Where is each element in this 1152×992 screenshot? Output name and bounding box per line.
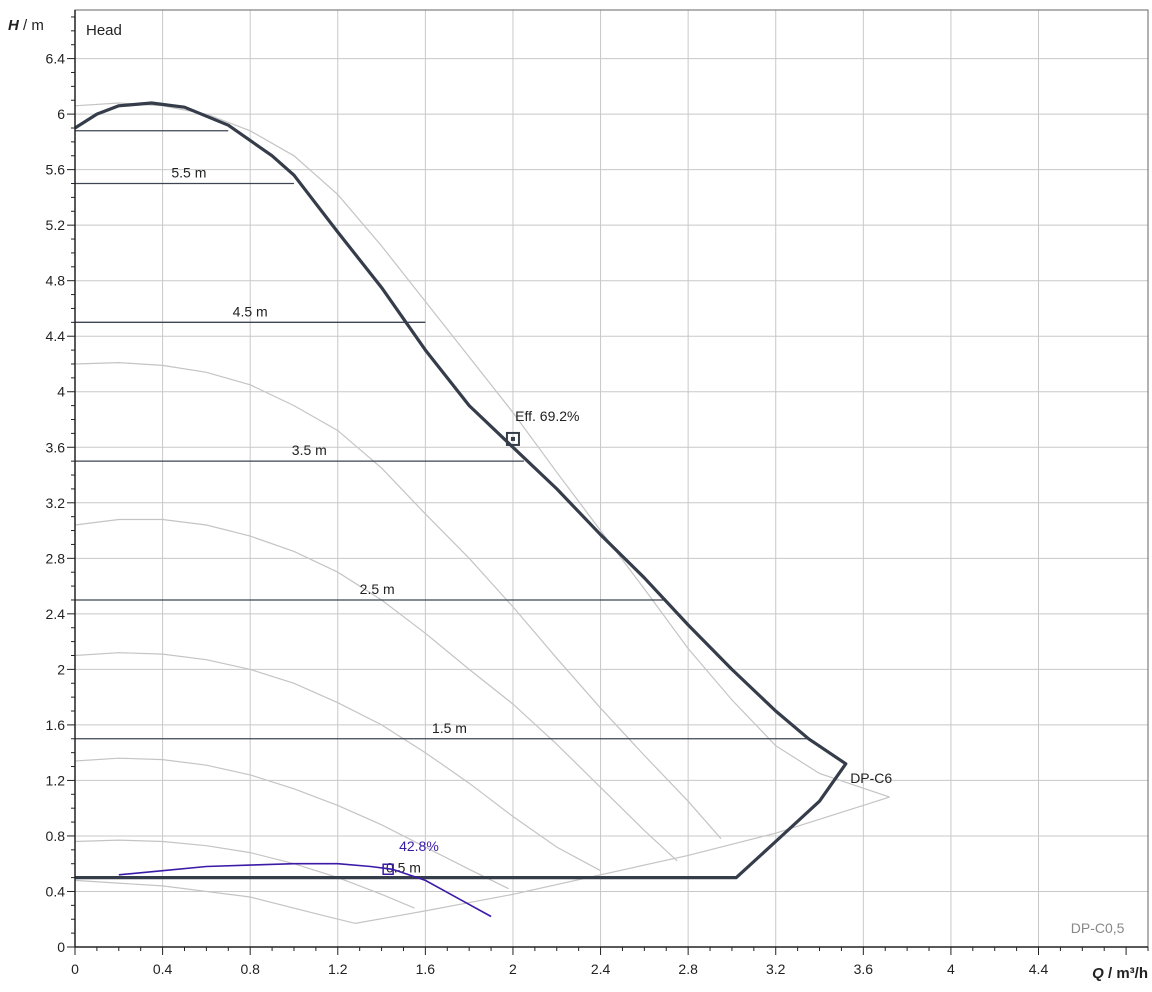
speed-curve bbox=[74, 757, 509, 890]
y-tick-label: 4.4 bbox=[46, 328, 66, 344]
low-head-label: 0.5 m bbox=[386, 860, 421, 876]
series-watermark: DP-C0,5 bbox=[1071, 920, 1125, 936]
x-axis-unit: / m³/h bbox=[1104, 965, 1148, 982]
y-axis-variable: H bbox=[8, 17, 20, 34]
annotation-label: 42.8% bbox=[399, 838, 439, 854]
y-tick-label: 4.8 bbox=[46, 273, 66, 289]
y-tick-label: 3.2 bbox=[46, 495, 66, 511]
y-axis-unit: / m bbox=[19, 17, 44, 34]
x-tick-label: 4.4 bbox=[1029, 961, 1049, 977]
y-tick-label: 5.6 bbox=[46, 162, 66, 178]
y-tick-label: 4 bbox=[57, 384, 65, 400]
operating-point-marker bbox=[505, 431, 520, 446]
y-tick-label: 6 bbox=[57, 106, 65, 122]
y-tick-label: 3.6 bbox=[46, 439, 66, 455]
y-tick-label: 5.2 bbox=[46, 217, 66, 233]
speed-curve bbox=[74, 839, 415, 909]
axes bbox=[67, 9, 1149, 955]
y-tick-label: 6.4 bbox=[46, 51, 66, 67]
x-tick-label: 2.8 bbox=[678, 961, 698, 977]
y-tick-label: 1.6 bbox=[46, 717, 66, 733]
dp-c0-5-curve bbox=[118, 862, 492, 918]
y-tick-label: 1.2 bbox=[46, 772, 66, 788]
y-tick-label: 2 bbox=[57, 661, 65, 677]
x-tick-label: 0 bbox=[71, 961, 79, 977]
operating-point-dot bbox=[510, 436, 515, 441]
annotation-label: DP-C6 bbox=[850, 770, 892, 786]
y-axis-label: H / m bbox=[8, 17, 44, 34]
y-tick-label: 2.8 bbox=[46, 550, 66, 566]
speed-curve bbox=[74, 652, 601, 872]
x-tick-label: 1.6 bbox=[416, 961, 436, 977]
lower-envelope-curve bbox=[74, 796, 890, 925]
speed-curve bbox=[74, 361, 722, 840]
x-tick-label: 1.2 bbox=[328, 961, 348, 977]
head-line-label: 1.5 m bbox=[432, 720, 467, 736]
y-tick-label: 0.8 bbox=[46, 828, 66, 844]
x-tick-label: 3.6 bbox=[854, 961, 874, 977]
dp-c6-curve bbox=[74, 101, 848, 880]
y-tick-label: 0 bbox=[57, 939, 65, 955]
x-tick-label: 0.4 bbox=[153, 961, 173, 977]
x-axis-variable: Q bbox=[1092, 965, 1104, 982]
annotation-label: Eff. 69.2% bbox=[515, 408, 579, 424]
constant-head-lines: 5.5 m 4.5 m 3.5 m 2.5 m 1.5 m 0.5 m bbox=[75, 130, 809, 876]
low-operating-point-marker bbox=[382, 863, 394, 876]
head-line-label: 3.5 m bbox=[292, 442, 327, 458]
chart-title: Head bbox=[86, 22, 122, 39]
y-tick-label: 0.4 bbox=[46, 883, 66, 899]
x-tick-label: 0.8 bbox=[240, 961, 260, 977]
series-curves bbox=[74, 101, 848, 918]
head-line-label: 4.5 m bbox=[233, 303, 268, 319]
x-tick-label: 2 bbox=[509, 961, 517, 977]
x-tick-label: 2.4 bbox=[591, 961, 611, 977]
head-line-label: 5.5 m bbox=[171, 165, 206, 181]
x-tick-label: 3.2 bbox=[766, 961, 786, 977]
annotations: Eff. 69.2% 42.8% DP-C6 DP-C0,5 bbox=[382, 408, 1125, 936]
y-tick-label: 2.4 bbox=[46, 606, 66, 622]
head-line-label: 2.5 m bbox=[360, 581, 395, 597]
tick-labels: 0 0.4 0.8 1.2 1.6 2 2.4 2.8 3.2 3.6 4 4.4 4.8 5.2 5.6 6… bbox=[46, 51, 1049, 977]
x-tick-label: 4 bbox=[947, 961, 955, 977]
x-axis-label: Q / m³/h bbox=[1092, 965, 1148, 982]
max-speed-curve bbox=[74, 102, 890, 798]
